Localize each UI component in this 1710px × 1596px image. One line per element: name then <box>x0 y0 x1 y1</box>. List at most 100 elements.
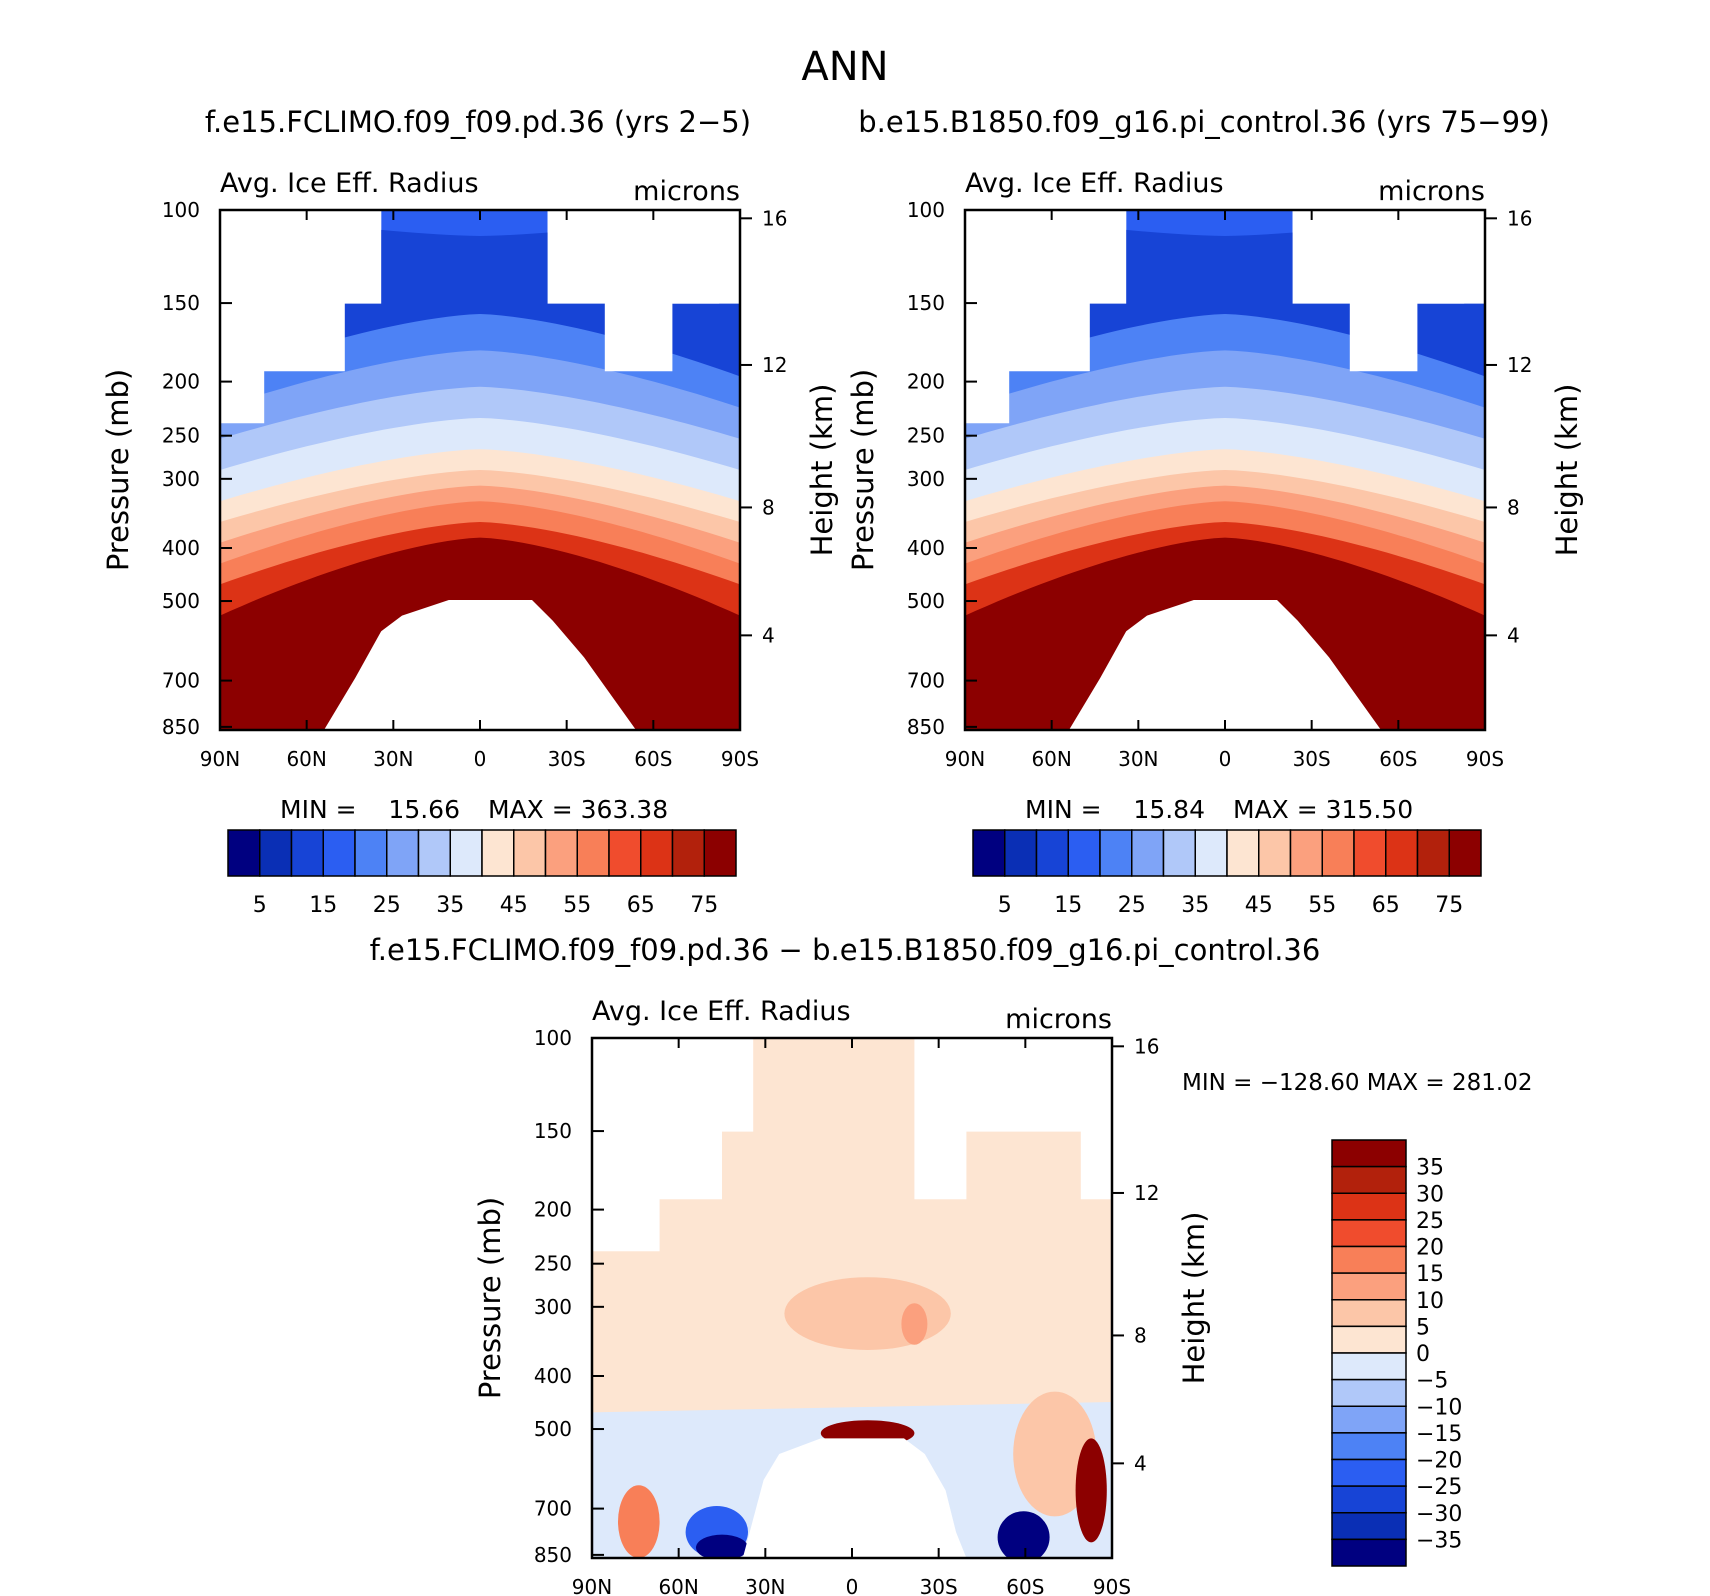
x-tick-label: 90N <box>200 747 240 771</box>
colorbar-swatch <box>1331 1272 1407 1301</box>
min-value: 15.66 <box>388 795 460 824</box>
panel-title: f.e15.FCLIMO.f09_f09.pd.36 (yrs 2−5) <box>205 105 751 139</box>
min-max-label: MIN = −128.60 MAX = 281.02 <box>1182 1070 1533 1096</box>
colorbar-swatch <box>1331 1512 1407 1541</box>
y-tick-label: 500 <box>534 1417 572 1441</box>
masked-region <box>965 210 1127 424</box>
x-tick-label: 60S <box>1006 1575 1044 1596</box>
y2-axis-label: Height (km) <box>805 384 839 557</box>
contour-level <box>641 626 740 730</box>
contour-level <box>965 620 1101 730</box>
y2-tick-label: 12 <box>762 353 787 377</box>
colorbar-swatch <box>1194 829 1228 877</box>
panel-title: b.e15.B1850.f09_g16.pi_control.36 (yrs 7… <box>858 105 1550 139</box>
y-tick-label: 200 <box>907 370 945 394</box>
colorbar-label: 20 <box>1416 1236 1444 1261</box>
min-label: MIN = <box>1025 795 1102 824</box>
panel-subtitle-left: Avg. Ice Eff. Radius <box>965 168 1224 199</box>
x-tick-label: 90N <box>572 1575 612 1596</box>
colorbar-swatch <box>1099 829 1133 877</box>
colorbar-swatch <box>449 829 483 877</box>
x-tick-label: 30S <box>548 747 586 771</box>
x-tick-label: 90S <box>721 747 759 771</box>
colorbar-swatch <box>1331 1405 1407 1434</box>
colorbar-label: 15 <box>309 893 337 918</box>
x-tick-label: 0 <box>846 1575 859 1596</box>
colorbar-label: −15 <box>1416 1422 1462 1447</box>
masked-region <box>592 1038 754 1252</box>
contour-level <box>997 1511 1050 1558</box>
y-tick-label: 850 <box>162 715 200 739</box>
colorbar-swatch <box>1162 829 1196 877</box>
page-title: ANN <box>801 44 888 90</box>
min-label: MIN = <box>280 795 357 824</box>
y-axis-label: Pressure (mb) <box>473 1197 507 1399</box>
x-tick-label: 60S <box>1379 747 1417 771</box>
x-tick-label: 90N <box>945 747 985 771</box>
contour-level <box>696 1534 748 1558</box>
panel-difference: f.e15.FCLIMO.f09_f09.pd.36 − b.e15.B1850… <box>370 933 1533 1596</box>
colorbar-swatch <box>259 829 293 877</box>
y-tick-label: 150 <box>162 291 200 315</box>
x-tick-label: 30S <box>920 1575 958 1596</box>
colorbar-label: −5 <box>1416 1369 1448 1394</box>
colorbar-swatch <box>1353 829 1387 877</box>
colorbar-swatch <box>544 829 578 877</box>
contour-level <box>1013 1391 1097 1517</box>
colorbar-swatch <box>1331 1538 1407 1567</box>
colorbar-swatch <box>417 829 451 877</box>
x-tick-label: 0 <box>1219 747 1232 771</box>
x-tick-label: 60N <box>286 747 326 771</box>
colorbar-swatch <box>1331 1432 1407 1461</box>
contour-field <box>965 210 1485 730</box>
colorbar-swatch <box>1331 1352 1407 1381</box>
panel-subtitle-left: Avg. Ice Eff. Radius <box>220 168 479 199</box>
panel-units: microns <box>1005 1004 1112 1035</box>
y-tick-label: 400 <box>534 1364 572 1388</box>
masked-region <box>220 210 382 424</box>
colorbar-swatch <box>1331 1245 1407 1274</box>
contour-field <box>592 1038 1112 1558</box>
colorbar-swatch <box>1331 1192 1407 1221</box>
colorbar-swatch <box>1035 829 1069 877</box>
y-tick-label: 700 <box>162 669 200 693</box>
colorbar-swatch <box>1131 829 1165 877</box>
y-tick-label: 100 <box>534 1026 572 1050</box>
contour-level <box>1386 626 1485 730</box>
y-tick-label: 700 <box>907 669 945 693</box>
y-tick-label: 850 <box>534 1543 572 1567</box>
y-tick-label: 250 <box>162 424 200 448</box>
colorbar-label: 55 <box>563 893 591 918</box>
colorbar-swatch <box>1331 1139 1407 1168</box>
colorbar-swatch <box>608 829 642 877</box>
colorbar-label: 15 <box>1054 893 1082 918</box>
colorbar-swatch <box>1258 829 1292 877</box>
colorbar-label: 0 <box>1416 1342 1430 1367</box>
colorbar-swatch <box>1331 1485 1407 1514</box>
colorbar-swatch <box>290 829 324 877</box>
max-label: MAX = 363.38 <box>488 795 668 824</box>
y2-tick-label: 4 <box>1507 623 1520 647</box>
colorbar-swatch <box>354 829 388 877</box>
colorbar-swatch <box>1331 1219 1407 1248</box>
colorbar-swatch <box>1067 829 1101 877</box>
y-axis-label: Pressure (mb) <box>846 369 880 571</box>
colorbar-label: 25 <box>373 893 401 918</box>
y-tick-label: 200 <box>534 1198 572 1222</box>
contour-level <box>784 1277 951 1350</box>
y-tick-label: 700 <box>534 1497 572 1521</box>
colorbar-swatch <box>1385 829 1419 877</box>
panel-units: microns <box>1378 176 1485 207</box>
colorbar-swatch <box>1004 829 1038 877</box>
y2-axis-label: Height (km) <box>1550 384 1584 557</box>
masked-region <box>547 210 740 372</box>
colorbar-label: −25 <box>1416 1475 1462 1500</box>
colorbar-label: 65 <box>1372 893 1400 918</box>
masked-region <box>1417 210 1465 304</box>
colorbar-swatch <box>1331 1165 1407 1194</box>
colorbar: 5 15 25 35 45 55 65 75 <box>227 829 737 918</box>
x-tick-label: 30N <box>373 747 413 771</box>
masked-region <box>914 1038 1112 1200</box>
colorbar-swatch <box>576 829 610 877</box>
x-tick-label: 30N <box>745 1575 785 1596</box>
